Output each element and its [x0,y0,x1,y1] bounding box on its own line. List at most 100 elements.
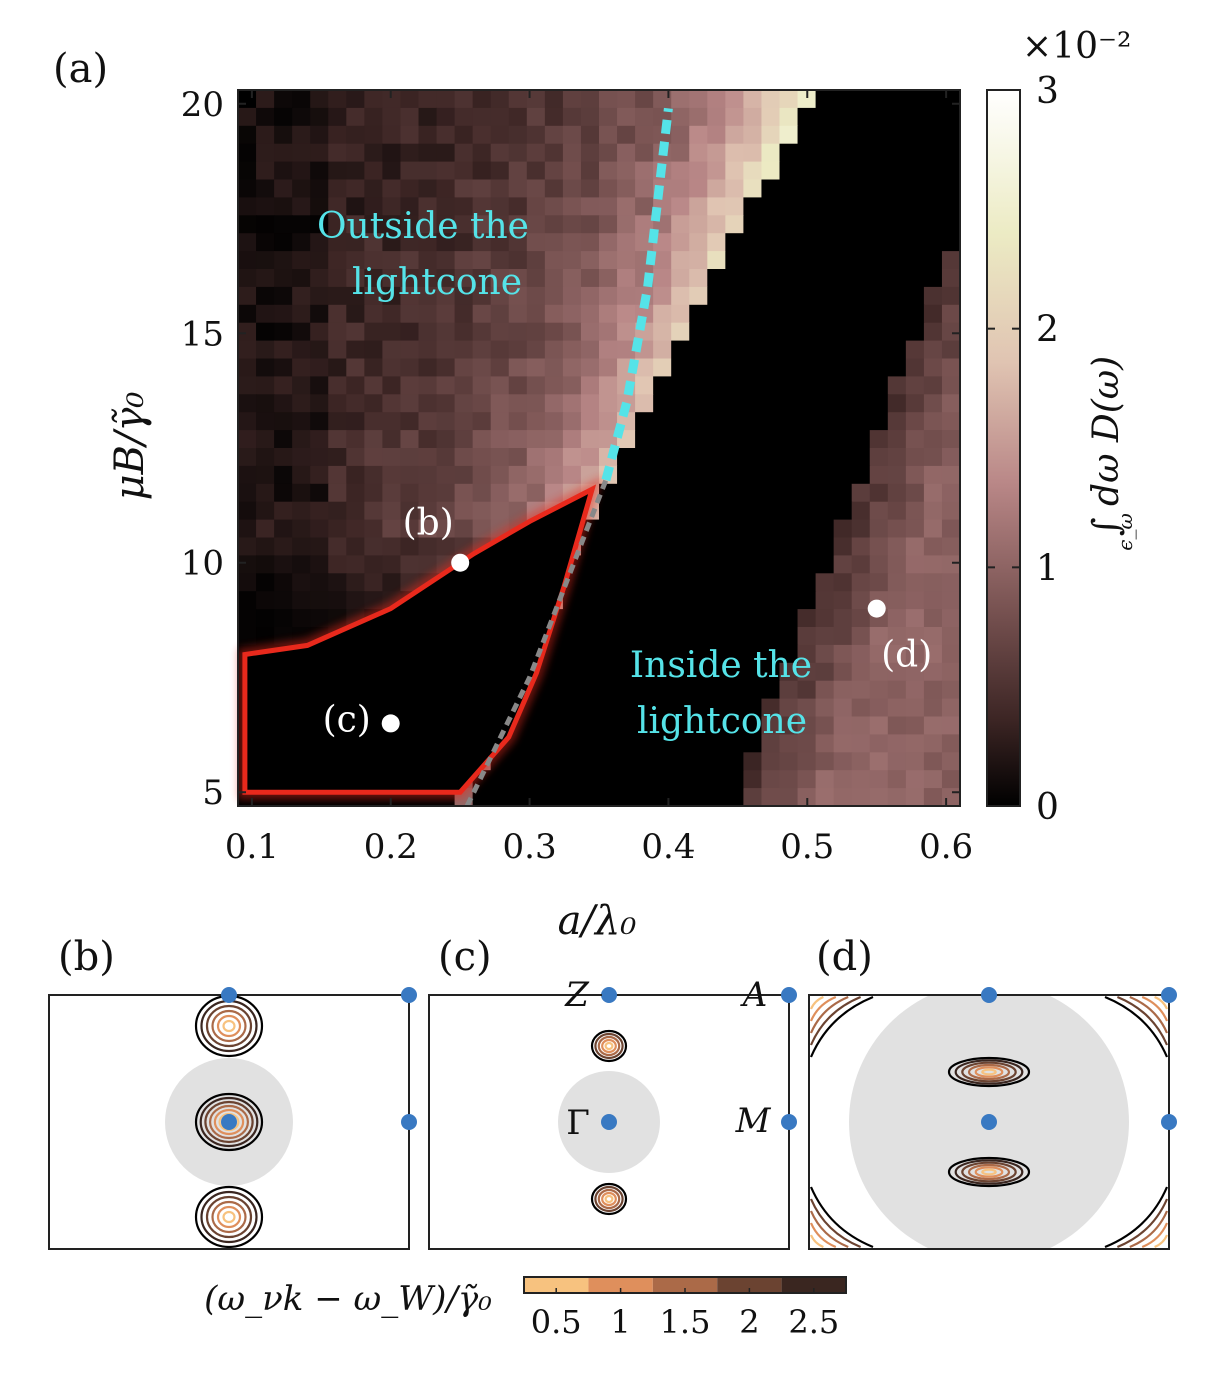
heatmap-cell [653,680,672,700]
bz-point [221,1114,237,1130]
heatmap-cell [580,269,600,288]
heatmap-cell [869,286,889,306]
heatmap-cell [310,573,329,592]
heatmap-cell [689,90,708,109]
heatmap-cell [562,448,582,467]
heatmap-cell [526,215,546,234]
heatmap-cell [238,609,257,628]
heatmap-cell [671,537,690,556]
heatmap-cell [382,215,402,234]
y-tick-label: 15 [181,314,224,354]
heatmap-cell [725,770,744,789]
heatmap-axes: 0.1 0.2 0.3 0.4 0.5 0.6 5 10 15 20 [181,85,973,867]
heatmap-cell [544,412,564,431]
heatmap-cell [779,770,799,789]
lightcone-line [601,107,673,482]
heatmap-cell [707,251,726,270]
heatmap-cell [671,322,690,342]
heatmap-cell [328,591,347,610]
heatmap-cell [599,698,618,718]
heatmap-cell [238,483,257,503]
heatmap-cell [418,465,438,485]
heatmap-cell [671,269,690,288]
heatmap-cell [274,286,293,306]
heatmap-cell [328,376,347,395]
heatmap-cell [941,233,960,252]
heatmap-cell [526,143,546,163]
heatmap-cell [544,269,564,288]
heatmap-cell [833,125,853,145]
heatmap-cell [725,197,744,216]
heatmap-cell [851,394,871,413]
heatmap-cell [274,233,293,252]
heatmap-cell [743,644,763,664]
heatmap-cell [599,322,618,342]
heatmap-cell [346,573,365,592]
heatmap-cell [238,233,257,252]
heatmap-cell [707,627,726,646]
heatmap-cell [761,716,781,735]
heatmap-cell [779,483,799,503]
heatmap-cell [851,519,871,539]
heatmap-cell [346,286,365,306]
heatmap-cell [707,161,726,181]
heatmap-cell [562,233,582,252]
heatmap-cell [851,340,871,360]
bz-point [401,987,417,1003]
heatmap-cell [833,627,853,646]
heatmap-cell [472,251,492,270]
heatmap-cell [869,269,889,288]
heatmap-cell [851,143,871,163]
heatmap-cell [580,286,600,306]
heatmap-cell [869,573,889,592]
heatmap-cell [941,376,960,395]
heatmap-cell [707,591,726,610]
heatmap-cell [905,644,925,664]
heatmap-cell [617,465,636,485]
heatmap-cell [635,591,654,610]
heatmap-cell [887,269,907,288]
heatmap-cell [454,519,474,539]
heatmap-cell [887,483,907,503]
heatmap-cell [887,662,907,682]
heatmap-cell [905,125,925,145]
heatmap-cell [328,537,347,556]
heatmap-cell [526,448,546,467]
heatmap-cell [346,430,365,449]
heatmap-cell [743,304,763,324]
heatmap-cell [743,90,763,109]
heatmap-cell [508,322,528,342]
heatmap-cell [815,627,835,646]
heatmap-cell [238,286,257,306]
heatmap-cell [851,215,871,234]
heatmap-cell [490,107,510,127]
heatmap-cell [617,591,636,610]
heatmap-cell [869,107,889,127]
heatmap-cell [562,627,582,646]
heatmap-cell [418,537,438,556]
heatmap-cell [436,161,456,181]
colorbar-bottom-tick-label: 2.5 [788,1303,839,1341]
heatmap-cell [761,143,781,163]
heatmap-cell [851,90,871,109]
heatmap-cell [671,358,690,377]
heatmap-cell [526,376,546,395]
heatmap-cell [580,358,600,377]
heatmap-cell [490,340,510,360]
heatmap-cell [725,322,744,342]
heatmap-cell [364,555,383,574]
heatmap-cell [400,179,420,198]
heatmap-cell [526,179,546,198]
heatmap-cell [238,501,257,521]
heatmap-cell [815,752,835,771]
heatmap-cell [544,448,564,467]
heatmap-cell [599,412,618,431]
heatmap-cell [490,394,510,413]
heatmap-cell [310,233,329,252]
heatmap-cell [580,376,600,395]
heatmap-cell [797,358,817,377]
heatmap-cell [599,125,618,145]
heatmap-cell [653,501,672,521]
heatmap-cell [292,412,311,431]
heatmap-cell [328,430,347,449]
